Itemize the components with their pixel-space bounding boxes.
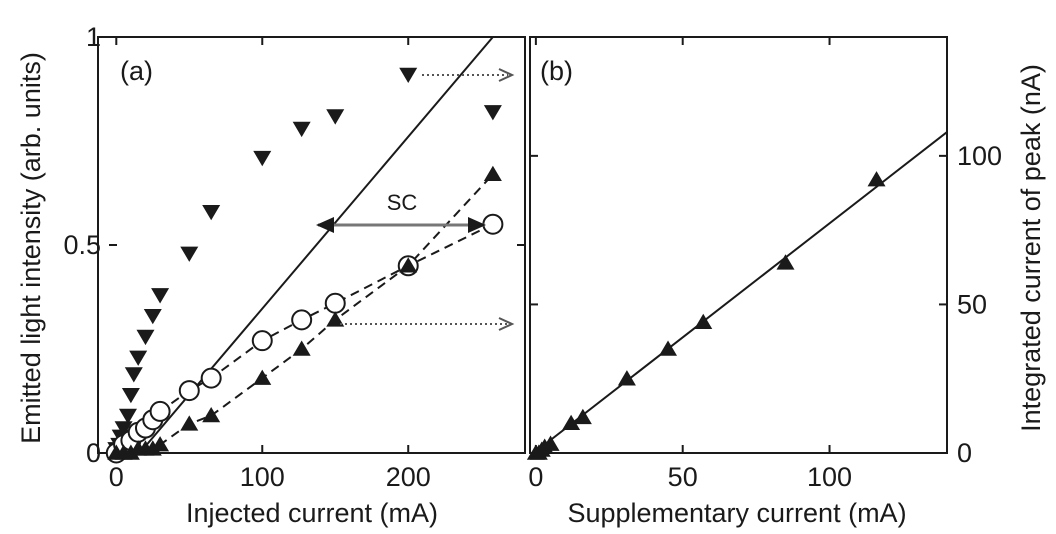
cross-panel-arrows bbox=[340, 68, 515, 331]
panel-a-x-axis-label: Injected current (mA) bbox=[186, 498, 438, 528]
panel-a-series-0-point bbox=[202, 204, 221, 221]
panel-b-y-tick-label: 0 bbox=[957, 438, 972, 468]
panel-a-series-0-point bbox=[483, 105, 502, 121]
sc-label: SC bbox=[387, 190, 418, 215]
panel-a-series-0-point bbox=[129, 350, 148, 366]
panel-a-series-2-point bbox=[253, 369, 272, 385]
panel-a-label: (a) bbox=[120, 56, 153, 86]
panel-a-series-0-point bbox=[292, 121, 311, 138]
panel-a-series-2-point bbox=[151, 436, 170, 452]
panel-a-y-tick-label: 0 bbox=[86, 438, 101, 468]
panel-a-x-tick-label: 100 bbox=[240, 462, 285, 492]
panel-a-series-1-point bbox=[482, 213, 504, 235]
panel-b-series-0-point bbox=[562, 414, 581, 431]
panel-b-series-0-point bbox=[867, 171, 886, 187]
panel-a-series-1-point bbox=[324, 292, 346, 314]
panel-a-series-3-line bbox=[138, 36, 494, 454]
panel-a-series-0-point bbox=[253, 150, 272, 167]
panel-a-series-2-point bbox=[483, 165, 502, 182]
panel-a-series-2-point bbox=[143, 440, 162, 456]
panel-a-y-tick-label: 0.5 bbox=[63, 230, 101, 260]
panel-a-y-axis-label: Emitted light intensity (arb. units) bbox=[16, 52, 46, 444]
panel-a-series-2-point bbox=[326, 311, 345, 327]
panel-a-series-1-point bbox=[178, 380, 200, 402]
panel-b-y-axis-label: Integrated current of peak (nA) bbox=[1016, 64, 1046, 432]
panel-b-y-tick-label: 100 bbox=[957, 141, 1002, 171]
panel-a-series-2-point bbox=[180, 415, 199, 431]
panel-a-series-0-point bbox=[121, 388, 140, 404]
panel-a-series-0-point bbox=[326, 109, 345, 125]
panel-a: (a) 0 100 200 0 0.5 1 Injected current (mA) E… bbox=[16, 22, 526, 528]
panel-b-frame bbox=[529, 36, 948, 454]
panel-a-frame bbox=[97, 36, 526, 454]
panel-a-series-2-point bbox=[121, 444, 140, 460]
panel-b-series-0-point bbox=[617, 370, 636, 386]
panel-b-series-0-point bbox=[573, 408, 592, 425]
panel-a-series-0-point bbox=[399, 67, 418, 83]
panel-b: (b) 0 50 100 0 50 100 Supplementary current (… bbox=[526, 36, 1046, 528]
panel-b-series-1-line bbox=[529, 131, 948, 457]
panel-a-series-0-point bbox=[151, 288, 170, 304]
panel-a-series-2-point bbox=[292, 340, 311, 356]
panel-b-ticks: 0 50 100 0 50 100 bbox=[528, 37, 1002, 492]
panel-b-points bbox=[526, 171, 886, 460]
dotted-arrow-lower-head bbox=[498, 317, 515, 331]
panel-a-series-0-point bbox=[143, 308, 162, 325]
panel-b-y-tick-label: 50 bbox=[957, 289, 987, 319]
panel-b-x-tick-label: 50 bbox=[668, 462, 698, 492]
panel-a-lines bbox=[115, 36, 494, 454]
panel-b-x-tick-label: 100 bbox=[807, 462, 852, 492]
panel-b-series-0-point bbox=[694, 313, 713, 330]
panel-b-series-0-point bbox=[776, 254, 795, 270]
panel-a-series-0-point bbox=[118, 408, 137, 425]
panel-b-label: (b) bbox=[540, 56, 573, 86]
panel-b-lines bbox=[529, 131, 948, 457]
dotted-arrow-upper-head bbox=[498, 68, 515, 82]
panel-a-series-1-point bbox=[200, 367, 222, 389]
panel-a-series-1-point bbox=[251, 330, 273, 352]
panel-b-x-tick-label: 0 bbox=[528, 462, 543, 492]
panel-a-series-0-point bbox=[114, 421, 133, 437]
panel-a-ticks: 0 100 200 0 0.5 1 bbox=[63, 22, 525, 492]
panel-b-series-0-point bbox=[659, 340, 678, 356]
panel-a-x-tick-label: 0 bbox=[109, 462, 124, 492]
panel-a-series-0-point bbox=[124, 367, 143, 383]
panel-b-series-0-point bbox=[541, 435, 560, 451]
panel-a-series-1-point bbox=[291, 309, 313, 331]
sc-annotation: SC bbox=[316, 190, 486, 233]
panel-a-series-0-point bbox=[136, 329, 155, 346]
panel-a-series-2-point bbox=[202, 407, 221, 423]
panel-a-series-0-point bbox=[180, 246, 199, 262]
panel-a-y-tick-label: 1 bbox=[86, 22, 101, 52]
panel-a-points bbox=[105, 67, 504, 464]
sc-arrow-head-right bbox=[468, 217, 486, 233]
panel-b-x-axis-label: Supplementary current (mA) bbox=[567, 498, 906, 528]
panel-a-x-tick-label: 200 bbox=[386, 462, 431, 492]
panel-a-series-2-point bbox=[399, 257, 418, 273]
panel-a-series-1-point bbox=[149, 400, 171, 422]
sc-arrow-head-left bbox=[316, 217, 334, 233]
